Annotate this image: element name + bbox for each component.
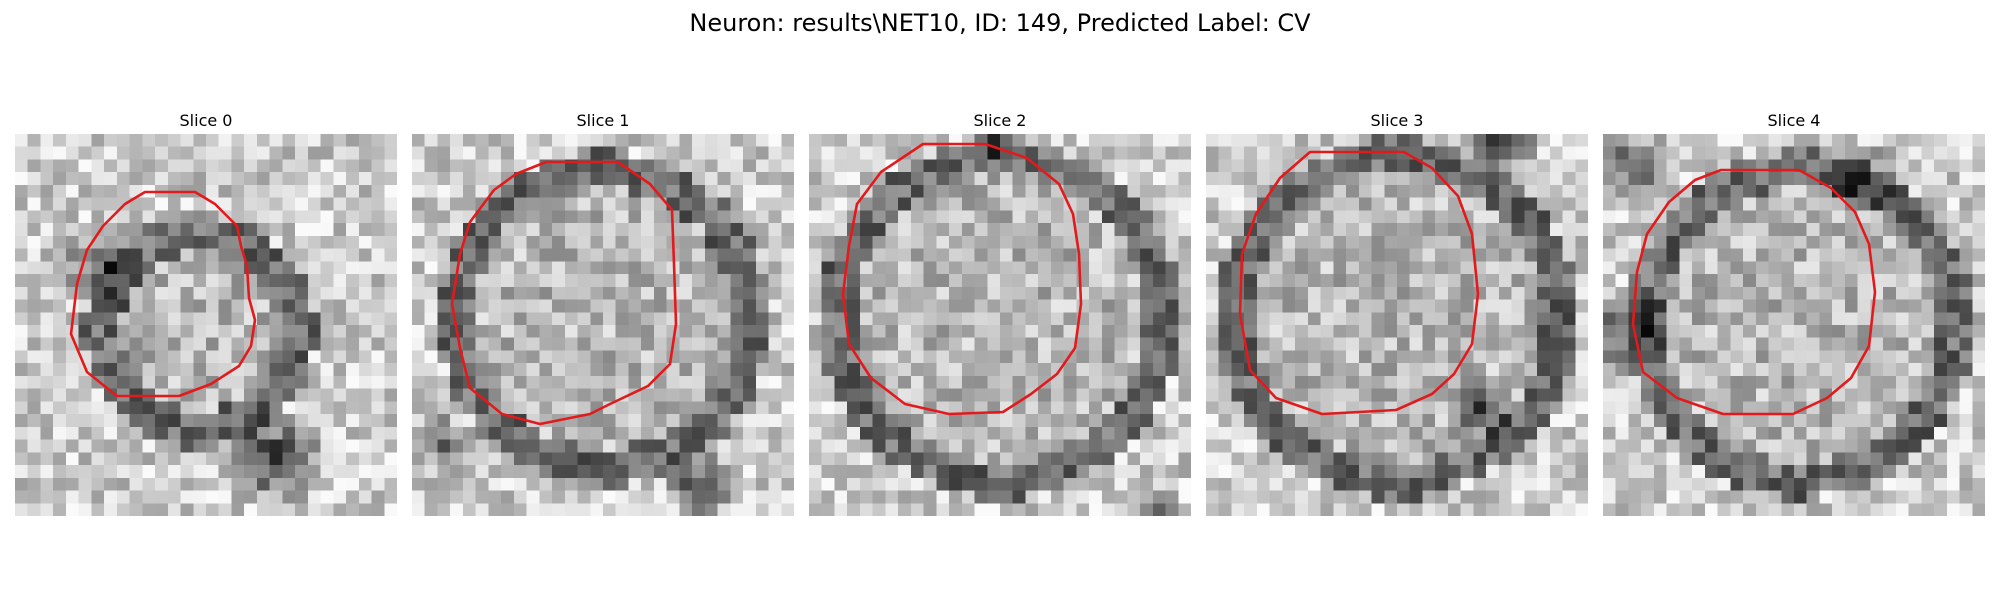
slice-image: [15, 134, 397, 516]
micrograph-pixels: [1206, 134, 1588, 516]
slice-title: Slice 3: [1370, 111, 1424, 130]
slice-panel-0: Slice 0: [15, 110, 397, 516]
micrograph-pixels: [15, 134, 397, 516]
micrograph-pixels: [809, 134, 1191, 516]
slice-image: [412, 134, 794, 516]
segmentation-contour: [841, 142, 1083, 416]
segmentation-contour: [450, 160, 678, 426]
slice-image: [809, 134, 1191, 516]
micrograph-pixels: [412, 134, 794, 516]
slice-panel-4: Slice 4: [1603, 110, 1985, 516]
slice-title: Slice 2: [973, 111, 1027, 130]
slice-panel-2: Slice 2: [809, 110, 1191, 516]
segmentation-contour: [69, 190, 257, 398]
figure-title: Neuron: results\NET10, ID: 149, Predicte…: [689, 9, 1311, 37]
segmentation-contour: [1238, 150, 1480, 416]
slice-panel-1: Slice 1: [412, 110, 794, 516]
slice-title: Slice 1: [576, 111, 630, 130]
slice-title: Slice 4: [1767, 111, 1821, 130]
slice-title: Slice 0: [179, 111, 233, 130]
micrograph-pixels: [1603, 134, 1985, 516]
slice-panel-3: Slice 3: [1206, 110, 1588, 516]
segmentation-contour: [1631, 168, 1877, 416]
slice-image: [1206, 134, 1588, 516]
slice-image: [1603, 134, 1985, 516]
